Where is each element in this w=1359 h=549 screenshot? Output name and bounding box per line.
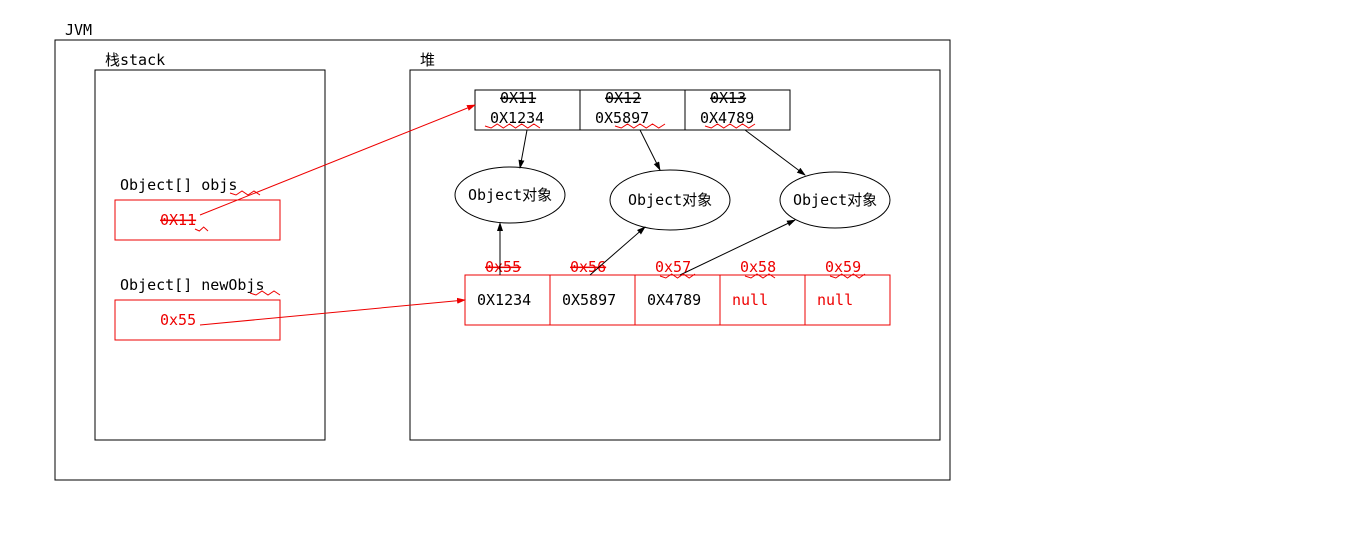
stack-var-decl-0: Object[] objs [120,176,237,194]
stack-var-value-1: 0x55 [160,311,196,329]
array1-addr-0: 0X11 [500,89,536,107]
array2-value-2: 0X4789 [647,291,701,309]
array2-value-1: 0X5897 [562,291,616,309]
array2-addr-2: 0x57 [655,258,691,276]
array2-addr-1: 0x56 [570,258,606,276]
array1-value-2: 0X4789 [700,109,754,127]
heap-object-label-0: Object对象 [468,186,552,204]
array2-value-3: null [732,291,768,309]
array1-addr-1: 0X12 [605,89,641,107]
array2-value-4: null [817,291,853,309]
array2-addr-0: 0x55 [485,258,521,276]
jvm-memory-diagram: JVM 栈stack 堆 Object[] objs 0X11 Object[] newO… [0,0,1359,549]
heap-label: 堆 [420,51,435,69]
array2-addr-3: 0x58 [740,258,776,276]
array2-addr-4: 0x59 [825,258,861,276]
jvm-label: JVM [65,21,92,39]
array1-addr-2: 0X13 [710,89,746,107]
stack-var-value-0: 0X11 [160,211,196,229]
heap-object-label-1: Object对象 [628,191,712,209]
stack-label: 栈stack [105,51,165,69]
heap-object-label-2: Object对象 [793,191,877,209]
stack-var-decl-1: Object[] newObjs [120,276,265,294]
array2-value-0: 0X1234 [477,291,531,309]
